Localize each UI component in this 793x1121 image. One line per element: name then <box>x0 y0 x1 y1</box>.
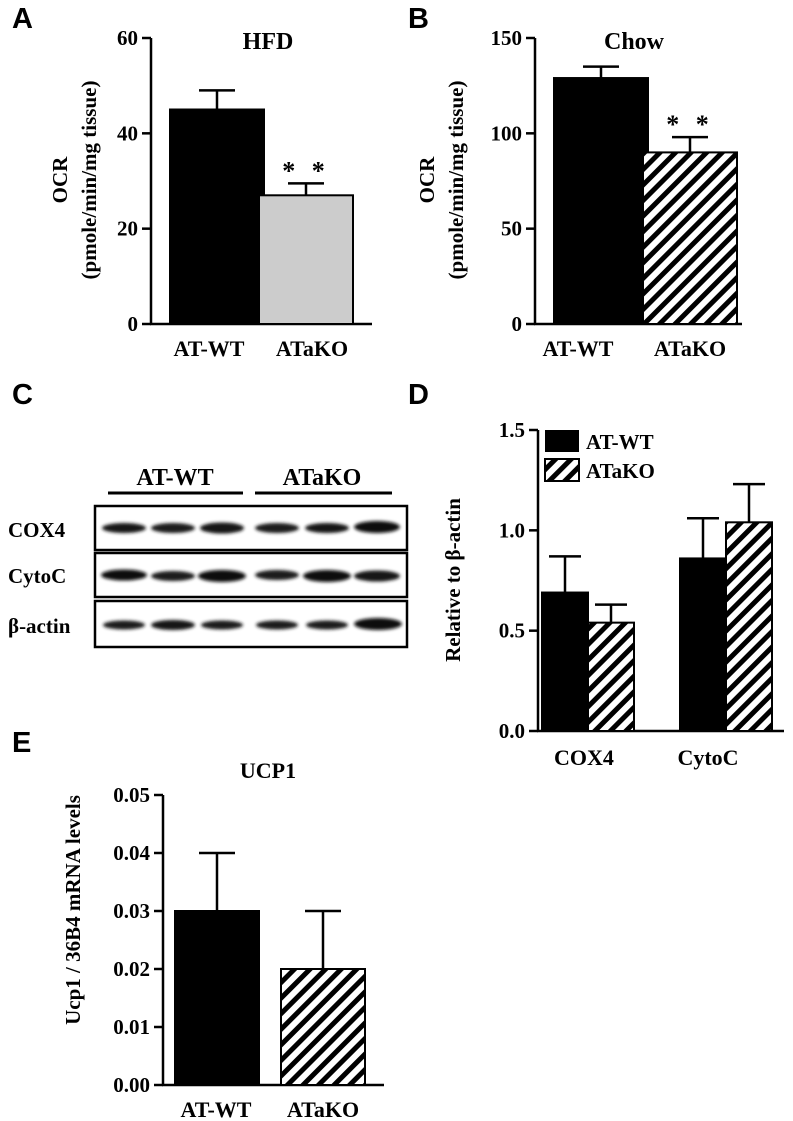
band-cox4-lane4 <box>255 523 299 533</box>
panel-d-chart: Relative to β-actin 0.0 0.5 1.0 1.5 COX4 Cyto… <box>441 418 784 770</box>
blot-row-label-cox4: COX4 <box>8 518 66 542</box>
chart-e-bar <box>280 968 366 1086</box>
chart-d-ytick-label: 1.0 <box>499 518 525 542</box>
legend-swatch-atako <box>544 458 580 482</box>
band-cytoc-lane1 <box>101 569 147 581</box>
blot-row-label-cytoc: CytoC <box>8 564 66 588</box>
chart-e-ylabel: Ucp1 / 36B4 mRNA levels <box>61 795 85 1025</box>
chart-d-ylabel: Relative to β-actin <box>441 498 465 662</box>
panel-b-chart: Chow OCR (pmole/min/mg tissue) 0 50 100 150… <box>415 26 742 361</box>
chart-a-bar <box>258 194 354 325</box>
chart-b-ylabel-1: OCR <box>415 156 439 204</box>
chart-d-bar <box>587 621 635 733</box>
chart-b-bar <box>642 151 738 325</box>
chart-b-ytick-label: 100 <box>491 121 523 145</box>
chart-a-xtick-label: AT-WT <box>174 336 245 361</box>
chart-d-legend: AT-WT ATaKO <box>544 430 655 483</box>
band-actin-lane6 <box>354 618 402 630</box>
legend-swatch-at-wt <box>545 430 579 452</box>
band-actin-lane4 <box>256 620 298 630</box>
chart-a-ylabel-2: (pmole/min/mg tissue) <box>77 81 101 280</box>
chart-d-xtick-label: COX4 <box>554 745 614 770</box>
band-cytoc-lane6 <box>354 570 400 582</box>
band-cox4-lane2 <box>151 523 195 533</box>
chart-e-xtick-label: ATaKO <box>287 1097 359 1121</box>
band-cytoc-lane5 <box>303 570 351 582</box>
chart-d-bar <box>541 591 589 732</box>
band-cox4-lane1 <box>102 523 146 533</box>
chart-a-xtick-label: ATaKO <box>276 336 348 361</box>
panel-label-c: C <box>12 379 33 411</box>
chart-e-ytick-label: 0.02 <box>113 957 150 981</box>
chart-b-bar <box>553 77 649 326</box>
chart-d-bar <box>679 557 727 733</box>
legend-label-atako: ATaKO <box>586 459 655 483</box>
panel-c-western-blot: AT-WT ATaKO COX4 CytoC β-actin <box>8 465 409 649</box>
chart-b-ylabel-2: (pmole/min/mg tissue) <box>444 81 468 280</box>
chart-b-ytick-label: 50 <box>501 217 522 241</box>
panel-label-b: B <box>408 3 429 35</box>
band-actin-lane5 <box>306 620 348 630</box>
chart-d-xtick-label: CytoC <box>677 745 738 770</box>
chart-e-ytick-label: 0.05 <box>113 783 150 807</box>
chart-e-xtick-label: AT-WT <box>181 1097 252 1121</box>
band-cytoc-lane4 <box>255 570 299 580</box>
chart-e-ytick-label: 0.01 <box>113 1015 150 1039</box>
chart-b-xtick-label: ATaKO <box>654 336 726 361</box>
chart-a-ylabel-1: OCR <box>48 156 72 204</box>
band-cytoc-lane2 <box>151 571 195 581</box>
chart-a-ytick-label: 60 <box>117 26 138 50</box>
legend-label-at-wt: AT-WT <box>586 430 654 454</box>
chart-b-title: Chow <box>604 29 665 55</box>
chart-a-ytick-label: 40 <box>117 121 138 145</box>
chart-e-ytick-label: 0.03 <box>113 899 150 923</box>
band-cox4-lane3 <box>200 522 244 534</box>
chart-e-ytick-label: 0.04 <box>113 841 150 865</box>
chart-d-ytick-label: 0.5 <box>499 619 525 643</box>
chart-b-xtick-label: AT-WT <box>543 336 614 361</box>
panel-label-a: A <box>12 3 33 35</box>
chart-d-ytick-label: 1.5 <box>499 418 525 442</box>
chart-d-ytick-label: 0.0 <box>499 719 525 743</box>
band-cox4-lane6 <box>354 521 400 533</box>
panel-label-e: E <box>12 727 31 759</box>
band-cox4-lane5 <box>305 523 349 533</box>
blot-row-label-beta-actin: β-actin <box>8 614 71 638</box>
band-actin-lane2 <box>151 620 195 630</box>
band-actin-lane3 <box>201 620 243 630</box>
chart-e-title: UCP1 <box>240 758 296 783</box>
panel-label-d: D <box>408 379 429 411</box>
blot-group-label-wt: AT-WT <box>136 465 213 491</box>
chart-a-bar <box>169 108 265 325</box>
panel-a-chart: HFD OCR (pmole/min/mg tissue) 0 20 40 60 AT-… <box>48 26 372 361</box>
chart-b-significance-mark: * * <box>666 110 714 139</box>
chart-a-ytick-label: 20 <box>117 217 138 241</box>
panel-e-chart: UCP1 Ucp1 / 36B4 mRNA levels 0.00 0.01 0.0… <box>61 758 384 1121</box>
chart-b-ytick-label: 0 <box>512 312 523 336</box>
chart-a-ytick-label: 0 <box>128 312 139 336</box>
chart-a-title: HFD <box>243 29 294 55</box>
chart-e-bar <box>174 910 260 1086</box>
chart-d-bar <box>725 521 773 732</box>
band-actin-lane1 <box>103 620 145 630</box>
band-cytoc-lane3 <box>198 570 246 582</box>
blot-bands <box>101 521 402 630</box>
chart-b-ytick-label: 150 <box>491 26 523 50</box>
blot-group-label-ko: ATaKO <box>283 465 362 491</box>
chart-e-ytick-label: 0.00 <box>113 1073 150 1097</box>
chart-a-significance-mark: * * <box>282 156 330 185</box>
